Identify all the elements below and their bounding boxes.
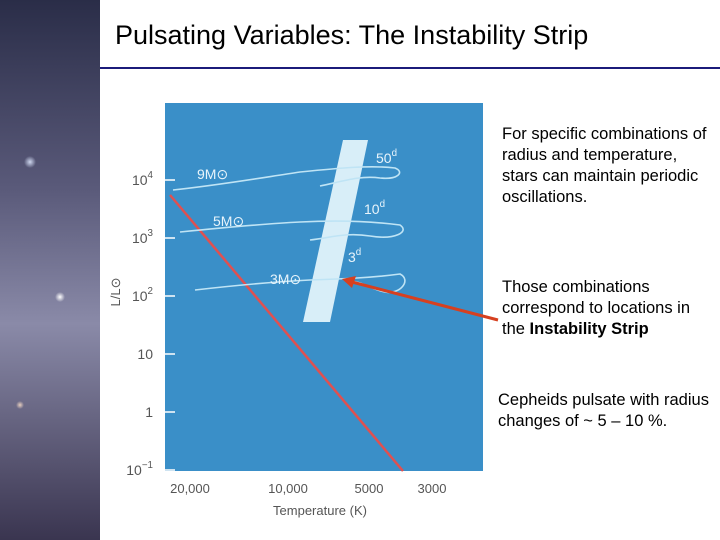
paragraph: For specific combinations of radius and … [502, 125, 707, 206]
y-axis-label: L/L⊙ [108, 278, 123, 307]
label-base: 10 [364, 201, 380, 217]
label-base: 50 [376, 150, 392, 166]
arrow-head [342, 276, 356, 288]
label-base: 1 [145, 404, 153, 420]
main-sequence [169, 194, 404, 472]
slide-title: Pulsating Variables: The Instability Str… [115, 20, 589, 50]
label: 102 [132, 286, 153, 304]
track-label: 9M⊙ [197, 166, 228, 182]
x-axis-label: Temperature (K) [273, 503, 367, 518]
label: 50d [376, 148, 397, 166]
arrow [351, 280, 499, 322]
label: 10 [137, 346, 153, 362]
paragraph-bold: Instability Strip [529, 320, 649, 338]
label-base: 10 [137, 346, 153, 362]
background-image [0, 0, 100, 540]
x-tick-label: 20,000 [170, 481, 210, 496]
title-rule [100, 67, 720, 69]
paragraph-text: Those combinations correspond to locatio… [502, 278, 691, 338]
label-base: 10 [126, 462, 142, 478]
label: 10d [364, 199, 385, 217]
label: 3d [348, 247, 361, 265]
label-base: 10 [132, 288, 148, 304]
label: 1 [145, 404, 153, 420]
x-tick-label: 5000 [355, 481, 384, 496]
track-5 [179, 220, 404, 241]
track-label: 5M⊙ [213, 213, 244, 229]
label-base: 10 [132, 230, 148, 246]
label: 103 [132, 228, 154, 246]
label-sup: d [392, 148, 397, 159]
track-9 [172, 165, 401, 191]
label-sup: 3 [148, 228, 154, 239]
instability-strip [303, 140, 368, 322]
label-base: 10 [132, 172, 148, 188]
paragraph: Those combinations correspond to locatio… [502, 277, 714, 340]
label-sup: d [356, 247, 361, 258]
label: 104 [132, 170, 154, 188]
paragraph: Cepheids pulsate with radius changes of … [498, 391, 709, 430]
label-sup: 4 [148, 170, 154, 181]
x-tick-label: 3000 [418, 481, 447, 496]
label-sup: d [380, 199, 385, 210]
label-sup: 2 [148, 286, 153, 297]
x-tick-label: 10,000 [268, 481, 308, 496]
label-sup: −1 [142, 460, 153, 471]
track-label: 3M⊙ [270, 271, 301, 287]
label-base: 3 [348, 249, 356, 265]
label: 10−1 [126, 460, 153, 478]
